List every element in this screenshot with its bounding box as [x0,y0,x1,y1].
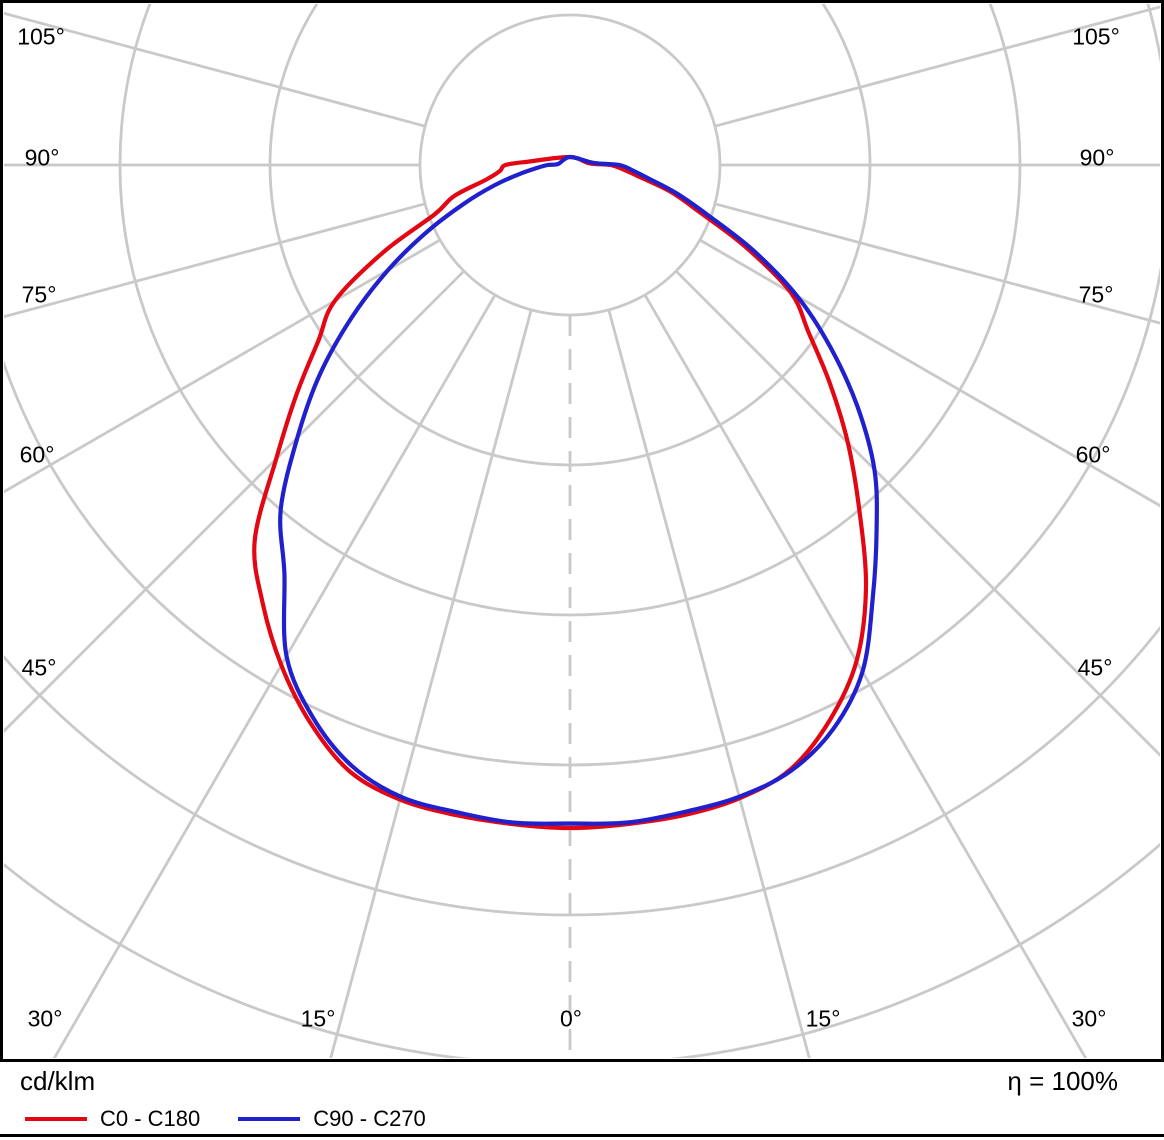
angle-label-right-105: 105° [1072,23,1120,50]
angle-label-left-75: 75° [21,281,57,308]
legend-label-c90-c270: C90 - C270 [313,1106,426,1131]
legend: C0 - C180 C90 - C270 [25,1104,426,1134]
angle-label-left-90: 90° [24,144,60,171]
polar-chart [0,0,1164,1062]
angle-label-bottom-15-left: 15° [300,1005,336,1032]
angle-label-left-105: 105° [17,23,65,50]
angle-label-bottom-15-right: 15° [805,1005,841,1032]
bottom-rule [0,1134,1164,1137]
angle-label-right-60: 60° [1075,441,1111,468]
legend-item-c90-c270: C90 - C270 [238,1106,426,1132]
angle-label-right-90: 90° [1079,144,1115,171]
legend-label-c0-c180: C0 - C180 [100,1106,201,1131]
legend-line-c0-c180-icon [25,1117,87,1121]
legend-item-c0-c180: C0 - C180 [25,1106,200,1132]
angle-label-bottom-0: 0° [560,1005,582,1032]
angle-label-left-45: 45° [21,654,57,681]
angle-label-left-30: 30° [27,1005,63,1032]
efficiency-label: η = 100% [1007,1066,1118,1096]
angle-label-right-30: 30° [1071,1005,1107,1032]
angle-label-right-45: 45° [1077,654,1113,681]
angle-label-left-60: 60° [19,441,55,468]
angle-label-right-75: 75° [1078,281,1114,308]
unit-label: cd/klm [20,1066,96,1096]
legend-line-c90-c270-icon [238,1117,301,1121]
